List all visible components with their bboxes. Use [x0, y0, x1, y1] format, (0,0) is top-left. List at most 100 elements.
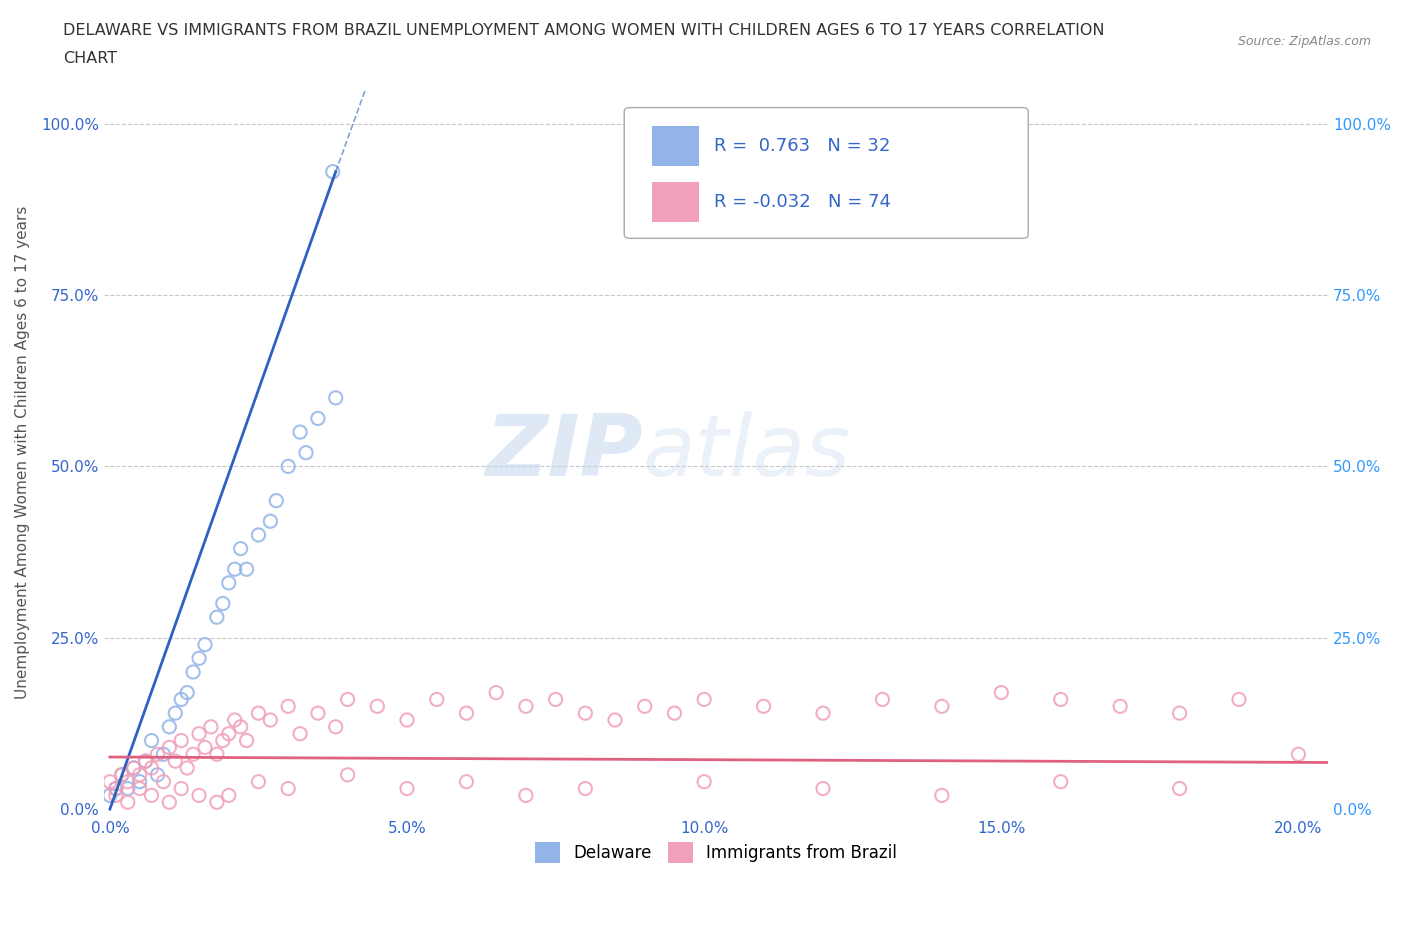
Point: [931, 698, 953, 713]
Text: CHART: CHART: [63, 51, 117, 66]
Point: [122, 761, 145, 776]
Point: [366, 698, 388, 713]
Point: [194, 740, 217, 755]
Point: [181, 665, 204, 680]
Point: [152, 747, 174, 762]
Point: [141, 733, 163, 748]
Point: [170, 692, 193, 707]
Point: [176, 685, 198, 700]
Point: [141, 761, 163, 776]
Point: [336, 692, 359, 707]
Point: [247, 775, 270, 790]
Point: [307, 411, 329, 426]
Point: [117, 775, 139, 790]
Point: [170, 781, 193, 796]
Point: [128, 767, 150, 782]
Point: [111, 767, 134, 782]
Point: [259, 712, 281, 727]
Point: [157, 740, 180, 755]
Point: [277, 698, 299, 713]
Point: [200, 720, 222, 735]
FancyBboxPatch shape: [624, 108, 1028, 238]
Point: [990, 685, 1012, 700]
Point: [229, 720, 252, 735]
Point: [811, 781, 834, 796]
Point: [247, 527, 270, 542]
Point: [224, 562, 246, 577]
Point: [288, 425, 311, 440]
Point: [325, 391, 347, 405]
Point: [229, 541, 252, 556]
Point: [322, 165, 344, 179]
Point: [205, 747, 228, 762]
Point: [1168, 781, 1191, 796]
Point: [235, 733, 257, 748]
Point: [485, 685, 508, 700]
FancyBboxPatch shape: [652, 181, 699, 221]
Text: R = -0.032   N = 74: R = -0.032 N = 74: [714, 193, 890, 211]
Point: [128, 781, 150, 796]
Point: [288, 726, 311, 741]
Point: [515, 698, 537, 713]
Point: [456, 706, 478, 721]
Point: [872, 692, 894, 707]
Text: Source: ZipAtlas.com: Source: ZipAtlas.com: [1237, 35, 1371, 48]
Point: [931, 788, 953, 803]
Point: [456, 775, 478, 790]
Point: [426, 692, 449, 707]
Point: [574, 781, 596, 796]
Point: [811, 706, 834, 721]
Point: [152, 775, 174, 790]
Point: [235, 562, 257, 577]
Point: [1168, 706, 1191, 721]
Point: [277, 458, 299, 473]
Point: [157, 795, 180, 810]
Point: [603, 712, 626, 727]
Point: [188, 651, 211, 666]
Point: [1227, 692, 1250, 707]
Point: [224, 712, 246, 727]
Point: [1049, 692, 1071, 707]
Point: [1286, 747, 1309, 762]
Point: [544, 692, 567, 707]
Text: R =  0.763   N = 32: R = 0.763 N = 32: [714, 137, 890, 155]
Point: [141, 788, 163, 803]
Point: [165, 753, 187, 768]
Point: [218, 576, 240, 591]
Point: [205, 795, 228, 810]
Point: [188, 788, 211, 803]
Point: [664, 706, 686, 721]
Point: [146, 747, 169, 762]
Point: [146, 767, 169, 782]
Point: [307, 706, 329, 721]
Text: DELAWARE VS IMMIGRANTS FROM BRAZIL UNEMPLOYMENT AMONG WOMEN WITH CHILDREN AGES 6: DELAWARE VS IMMIGRANTS FROM BRAZIL UNEMP…: [63, 23, 1105, 38]
Point: [181, 747, 204, 762]
Point: [205, 610, 228, 625]
Point: [117, 795, 139, 810]
Text: ZIP: ZIP: [485, 411, 643, 494]
Point: [634, 698, 657, 713]
Point: [135, 753, 157, 768]
Point: [574, 706, 596, 721]
Point: [104, 781, 127, 796]
Text: atlas: atlas: [643, 411, 851, 494]
Point: [128, 775, 150, 790]
Point: [218, 788, 240, 803]
Point: [194, 637, 217, 652]
Point: [122, 761, 145, 776]
Point: [295, 445, 318, 460]
Point: [98, 788, 121, 803]
Point: [752, 698, 775, 713]
Point: [117, 781, 139, 796]
Point: [104, 788, 127, 803]
Point: [396, 781, 419, 796]
Point: [336, 767, 359, 782]
Point: [188, 726, 211, 741]
Point: [693, 775, 716, 790]
Point: [176, 761, 198, 776]
Point: [98, 775, 121, 790]
Point: [135, 753, 157, 768]
Point: [218, 726, 240, 741]
Point: [247, 706, 270, 721]
Point: [170, 733, 193, 748]
